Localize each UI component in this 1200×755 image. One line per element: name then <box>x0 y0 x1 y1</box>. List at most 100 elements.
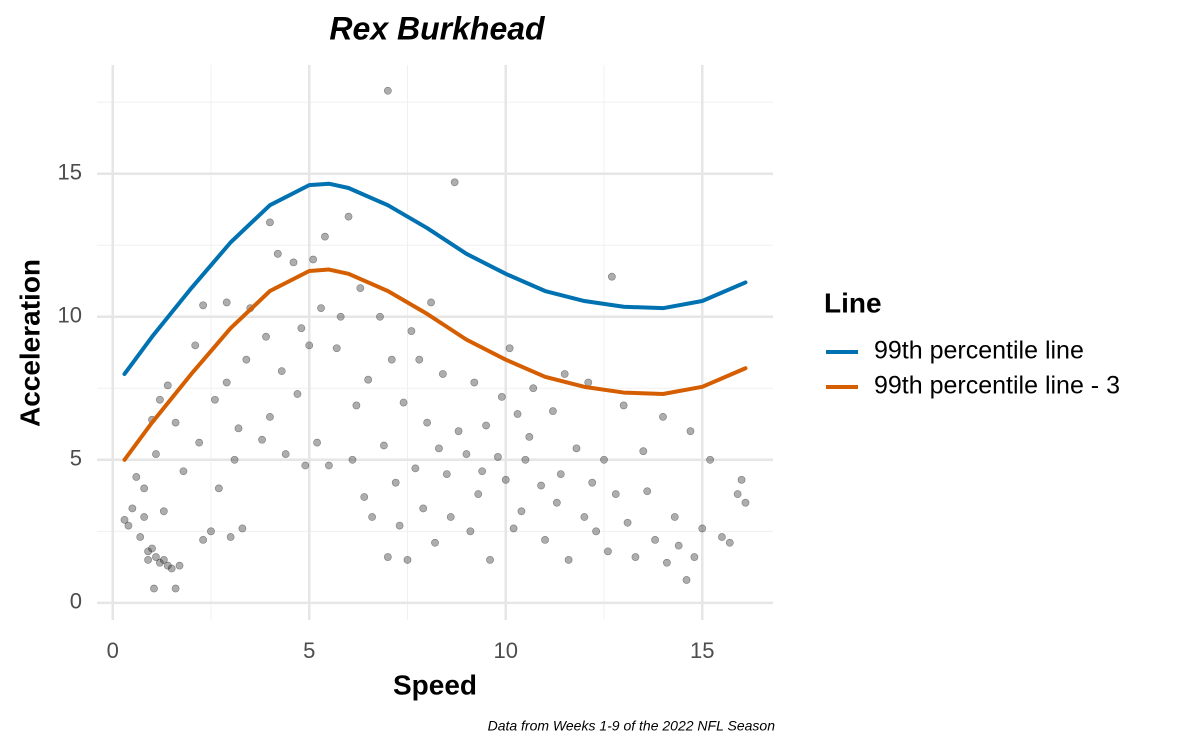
series-line <box>122 267 748 462</box>
point <box>560 370 569 378</box>
point <box>493 453 502 461</box>
point <box>741 498 750 507</box>
point <box>395 521 404 530</box>
point <box>474 490 483 499</box>
point <box>171 418 180 427</box>
point <box>222 298 231 307</box>
point <box>505 344 514 353</box>
y-tick-label: 5 <box>70 446 82 471</box>
point <box>124 521 133 530</box>
point <box>277 367 286 376</box>
point <box>364 375 373 384</box>
point <box>234 424 243 433</box>
point <box>478 467 487 476</box>
point <box>222 378 231 387</box>
point <box>718 533 726 541</box>
point <box>163 561 172 570</box>
point <box>611 490 620 499</box>
point <box>163 381 172 390</box>
point <box>309 255 318 264</box>
y-tick-label: 0 <box>70 589 82 614</box>
point <box>332 344 341 353</box>
point <box>698 524 707 533</box>
point <box>344 212 353 221</box>
point <box>159 556 168 564</box>
point <box>541 535 549 544</box>
legend-label: 99th percentile line <box>874 337 1084 365</box>
point <box>670 513 679 521</box>
point <box>148 544 156 553</box>
point <box>517 507 526 516</box>
point <box>387 355 396 364</box>
legend-label: 99th percentile line - 3 <box>874 372 1120 400</box>
point <box>352 401 361 410</box>
point <box>737 475 746 484</box>
point <box>537 481 546 490</box>
point <box>600 455 608 464</box>
point <box>159 507 168 516</box>
point <box>155 395 164 404</box>
point <box>368 513 377 521</box>
point <box>120 515 129 524</box>
point <box>623 518 632 527</box>
point <box>604 547 612 556</box>
point <box>423 418 432 427</box>
point <box>419 504 428 513</box>
point <box>383 86 392 95</box>
point <box>297 324 306 333</box>
point <box>262 332 270 341</box>
point <box>415 355 424 364</box>
point <box>266 412 274 421</box>
point <box>313 438 321 447</box>
point <box>431 538 439 547</box>
point <box>128 504 137 513</box>
point <box>462 450 471 458</box>
point <box>360 493 369 501</box>
y-axis-title: Acceleration <box>14 259 45 427</box>
point <box>179 467 188 476</box>
point <box>438 370 447 378</box>
point <box>446 513 455 521</box>
point <box>470 378 479 387</box>
point <box>442 470 451 478</box>
point <box>580 513 589 521</box>
point <box>152 450 160 458</box>
point <box>230 455 239 464</box>
point <box>501 475 510 484</box>
point <box>592 527 601 536</box>
point <box>242 355 251 364</box>
point <box>619 401 628 410</box>
x-tick-label: 0 <box>107 638 119 663</box>
series-line <box>122 181 748 376</box>
point <box>454 427 463 436</box>
point <box>482 421 490 430</box>
point <box>273 249 282 258</box>
point <box>411 464 420 473</box>
point <box>399 398 408 407</box>
point <box>301 461 310 470</box>
y-tick-label: 10 <box>58 303 82 328</box>
point <box>651 535 659 544</box>
point <box>214 484 223 493</box>
point <box>140 484 149 493</box>
point <box>450 178 459 187</box>
y-tick-label: 15 <box>58 160 82 185</box>
point <box>552 498 561 507</box>
point <box>171 584 180 593</box>
point <box>356 284 365 293</box>
point <box>195 438 204 447</box>
point <box>391 478 400 487</box>
point <box>155 558 164 567</box>
point <box>674 541 683 550</box>
point <box>293 390 302 398</box>
point <box>521 455 530 464</box>
point <box>572 444 581 453</box>
point <box>150 584 158 593</box>
point <box>380 441 388 450</box>
point <box>167 564 176 573</box>
x-tick-label: 5 <box>303 638 315 663</box>
point <box>549 407 557 416</box>
legend-title: Line <box>824 287 882 318</box>
point <box>556 470 565 478</box>
